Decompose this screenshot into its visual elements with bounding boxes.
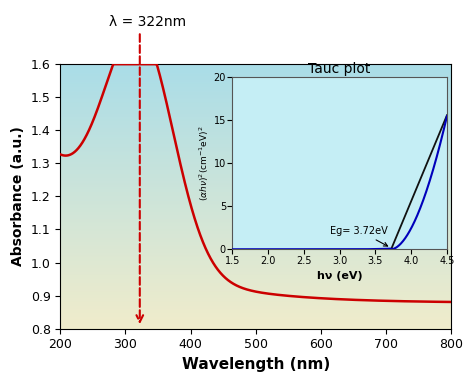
Text: λ = 322nm: λ = 322nm [109,15,186,29]
X-axis label: Wavelength (nm): Wavelength (nm) [182,357,330,372]
Y-axis label: Absorbance (a.u.): Absorbance (a.u.) [11,126,25,266]
